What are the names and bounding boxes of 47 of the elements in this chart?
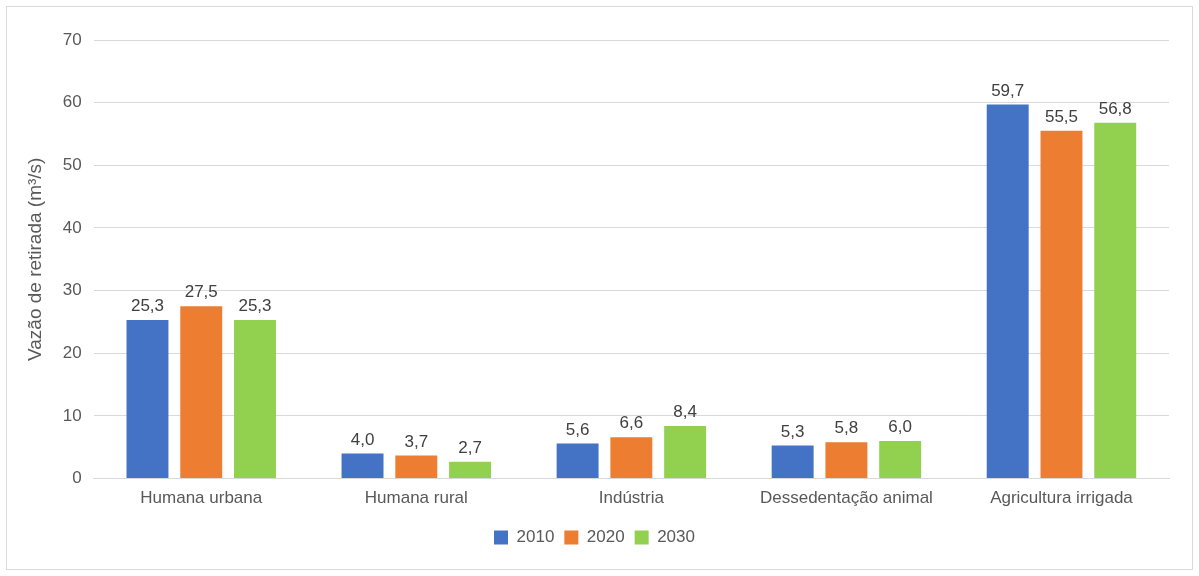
data-label: 5,6 [565,419,590,439]
x-tick-label: Humana urbana [140,488,263,508]
y-tick-label: 30 [62,280,82,300]
data-label: 25,3 [130,296,165,316]
x-tick-label: Indústria [598,488,665,508]
bar [1040,130,1083,479]
data-label: 25,3 [238,296,272,316]
data-label: 5,3 [780,421,805,441]
data-label: 56,8 [1098,98,1132,118]
x-tick-label: Dessedentação animal [759,488,933,508]
y-tick-label: 0 [72,468,82,488]
bar [556,443,599,479]
data-label: 4,0 [350,429,375,449]
y-tick-label: 20 [62,342,82,362]
bar [610,437,653,479]
y-tick-label: 10 [62,405,82,425]
bar [825,442,868,479]
bar [449,461,492,479]
x-tick-label: Agricultura irrigada [990,488,1134,508]
data-label: 6,6 [619,413,644,433]
bar [986,104,1029,479]
y-tick-label: 60 [62,92,82,112]
data-label: 2,7 [458,437,482,457]
bar [664,425,707,479]
bar [879,441,922,479]
legend-label: 2010 [516,527,555,547]
bar [1094,122,1137,479]
data-label: 59,7 [991,80,1025,100]
bar [341,453,384,479]
bar [395,455,438,479]
data-label: 8,4 [673,402,697,422]
bar [234,320,276,479]
data-label: 3,7 [404,431,429,451]
data-label: 5,8 [834,418,859,438]
bar [771,445,814,479]
y-tick-label: 70 [62,29,82,49]
y-tick-label: 50 [62,155,82,174]
y-tick-label: 40 [62,217,82,237]
legend-label: 2020 [586,527,625,547]
bar [126,320,169,479]
bar [180,306,223,479]
data-label: 27,5 [184,282,218,302]
legend-label: 2030 [657,527,695,547]
data-label: 6,0 [888,417,912,437]
y-axis-title: Vazão de retirada (m³/s) [23,157,45,362]
data-label: 55,5 [1044,107,1079,127]
x-tick-label: Humana rural [364,488,468,508]
